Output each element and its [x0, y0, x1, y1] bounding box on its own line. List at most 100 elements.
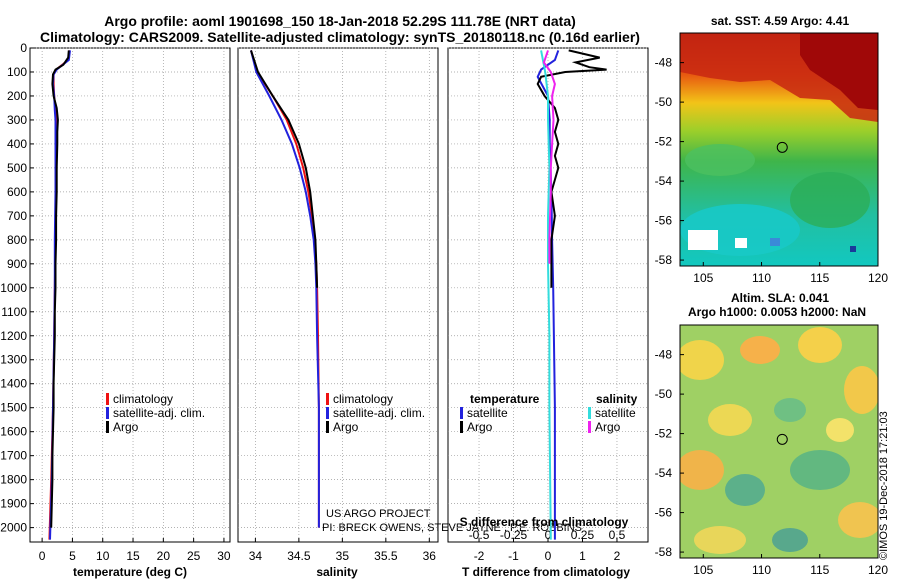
salinity-legend: climatology satellite-adj. clim. Argo — [326, 392, 425, 434]
legend-label-satellite: satellite-adj. clim. — [333, 406, 425, 420]
x-tick-label: 35.5 — [374, 549, 398, 563]
temperature-difference-legend: temperature satellite Argo — [460, 392, 540, 434]
difference-panel: -2 -1 0 1 2 -0.5 -0.25 0 0.25 0.5 T difference f… — [447, 47, 649, 579]
profile-location-marker — [776, 141, 788, 153]
profile-location-marker — [776, 433, 788, 445]
map-y-tick-label: -54 — [655, 466, 673, 480]
map-y-tick-label: -50 — [655, 95, 673, 109]
figure-title-line-1: Argo profile: aoml 1901698_150 18-Jan-20… — [104, 13, 576, 29]
y-tick-label: 1700 — [0, 449, 27, 463]
map-y-tick-label: -56 — [655, 214, 673, 228]
y-tick-label: 0 — [20, 41, 27, 55]
legend-label-satellite: satellite-adj. clim. — [113, 406, 205, 420]
legend-label-climatology: climatology — [113, 392, 173, 406]
map-y-tick-label: -56 — [655, 506, 673, 520]
y-tick-label: 200 — [7, 89, 27, 103]
x-tick-label: 10 — [96, 549, 110, 563]
x-tick-label: 15 — [126, 549, 140, 563]
y-tick-label: 300 — [7, 113, 27, 127]
x-tick-label: 34 — [249, 549, 263, 563]
credit-line-1: US ARGO PROJECT — [326, 508, 431, 520]
y-tick-label: 1100 — [1, 305, 27, 319]
legend-swatch-sal-satellite — [588, 407, 591, 419]
legend-swatch-satellite — [326, 407, 329, 419]
y-tick-label: 1800 — [0, 473, 27, 487]
x-tick-label: 1 — [579, 549, 586, 563]
series-line-satellite-adj-clim- — [250, 50, 320, 528]
x-tick-label: -2 — [474, 549, 485, 563]
legend-swatch-satellite — [106, 407, 109, 419]
sla-map: Altim. SLA: 0.041 Argo h1000: 0.0053 h20… — [655, 291, 889, 577]
map-x-tick-label: 120 — [868, 271, 888, 285]
series-line-argo — [250, 50, 319, 288]
map-y-tick-label: -50 — [655, 387, 673, 401]
x-tick-label: 0 — [545, 549, 552, 563]
x-tick-label-salinity: -0.25 — [500, 528, 528, 542]
map-y-tick-label: -48 — [655, 56, 673, 70]
temperature-xlabel: temperature (deg C) — [73, 565, 187, 579]
legend-title-salinity: salinity — [596, 392, 638, 406]
legend-label-argo: Argo — [113, 420, 139, 434]
y-tick-label: 400 — [7, 137, 27, 151]
map-y-tick-label: -58 — [655, 253, 673, 267]
y-tick-label: 900 — [7, 257, 27, 271]
map-x-tick-label: 115 — [810, 563, 829, 577]
legend-label-temp-argo: Argo — [467, 420, 493, 434]
map-y-tick-label: -48 — [655, 348, 673, 362]
map-y-tick-label: -54 — [655, 174, 673, 188]
x-tick-label: 36 — [423, 549, 437, 563]
legend-swatch-sal-argo — [588, 421, 591, 433]
map-x-tick-label: 120 — [868, 563, 888, 577]
x-tick-label: -1 — [508, 549, 519, 563]
series-line-salinity-argo — [542, 50, 556, 264]
difference-xlabel-top: S difference from climatology — [460, 515, 629, 529]
legend-label-temp-satellite: satellite — [467, 406, 508, 420]
map-x-tick-label: 110 — [752, 271, 771, 285]
x-tick-label: 5 — [69, 549, 76, 563]
y-tick-label: 600 — [7, 185, 27, 199]
y-tick-label: 1000 — [0, 281, 27, 295]
map-x-tick-label: 105 — [693, 271, 713, 285]
series-line-argo — [50, 50, 70, 528]
salinity-ticks: 34 34.5 35 35.5 36 — [249, 538, 437, 563]
temperature-panel: 0100200300400500600700800900100011001200… — [0, 41, 231, 579]
x-tick-label: 20 — [157, 549, 171, 563]
salinity-grid — [238, 47, 438, 542]
sla-map-marker — [776, 433, 788, 445]
y-tick-label: 100 — [7, 65, 27, 79]
x-tick-label-salinity: 0.5 — [609, 528, 626, 542]
legend-label-climatology: climatology — [333, 392, 393, 406]
y-tick-label: 1600 — [0, 425, 27, 439]
legend-swatch-temp-satellite — [460, 407, 463, 419]
temperature-legend: climatology satellite-adj. clim. Argo — [106, 392, 205, 434]
sst-map-title: sat. SST: 4.59 Argo: 4.41 — [711, 14, 850, 28]
x-tick-label: 30 — [217, 549, 231, 563]
difference-ticks: -2 -1 0 1 2 — [474, 538, 621, 563]
y-tick-label: 1300 — [0, 353, 27, 367]
difference-xlabel: T difference from climatology — [462, 565, 630, 579]
sst-map: sat. SST: 4.59 Argo: 4.41 105 110 115 120 -4… — [655, 14, 889, 285]
depth-ticks: 0 100 200 300 400 500 600 700 800 900 1000 1100 1200… — [0, 41, 34, 535]
y-tick-label: 700 — [7, 209, 27, 223]
difference-grid — [448, 47, 648, 542]
y-tick-label: 500 — [7, 161, 27, 175]
map-y-tick-label: -52 — [655, 135, 673, 149]
x-tick-label-salinity: 0.25 — [571, 528, 595, 542]
legend-label-argo: Argo — [333, 420, 359, 434]
legend-label-sal-satellite: satellite — [595, 406, 636, 420]
imos-watermark: ©IMOS 19-Dec-2018 17:21:03 — [878, 411, 890, 560]
x-tick-label: 0 — [39, 549, 46, 563]
salinity-difference-ticks: -0.5 -0.25 0 0.25 0.5 — [469, 528, 626, 542]
legend-label-sal-argo: Argo — [595, 420, 621, 434]
sst-field — [680, 33, 878, 266]
x-tick-label: 25 — [187, 549, 201, 563]
y-tick-label: 1200 — [0, 329, 27, 343]
legend-swatch-argo — [326, 421, 329, 433]
temperature-lines — [48, 50, 71, 540]
legend-swatch-temp-argo — [460, 421, 463, 433]
salinity-panel: 34 34.5 35 35.5 36 salinity climatology sate… — [237, 47, 582, 579]
x-tick-label: 35 — [336, 549, 350, 563]
series-line-temperature-argo — [536, 49, 607, 288]
sst-map-ticks: 105 110 115 120 -48 -50 -52 -54 -56 -58 — [655, 56, 889, 285]
series-line-temperature-satellite — [536, 50, 560, 540]
